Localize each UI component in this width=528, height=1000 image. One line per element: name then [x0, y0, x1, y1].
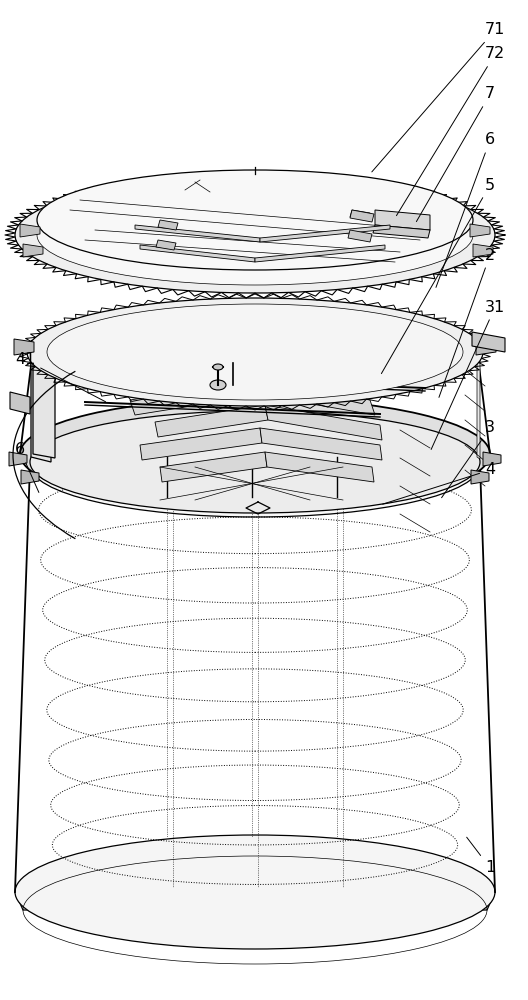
Polygon shape [155, 405, 268, 437]
Polygon shape [476, 339, 496, 355]
Ellipse shape [27, 298, 483, 406]
Ellipse shape [20, 398, 490, 510]
Polygon shape [470, 224, 490, 237]
Polygon shape [483, 452, 501, 466]
Polygon shape [260, 428, 382, 460]
Polygon shape [473, 244, 493, 257]
Polygon shape [9, 452, 27, 466]
Polygon shape [33, 350, 55, 458]
Polygon shape [373, 225, 430, 238]
Text: 2: 2 [439, 247, 495, 397]
Ellipse shape [15, 835, 495, 949]
Polygon shape [477, 350, 480, 459]
Ellipse shape [33, 300, 477, 400]
Polygon shape [21, 470, 39, 484]
Text: 6: 6 [436, 132, 495, 287]
Text: 7: 7 [417, 87, 495, 222]
Polygon shape [23, 244, 43, 257]
Polygon shape [20, 224, 40, 237]
Text: 71: 71 [372, 22, 505, 172]
Polygon shape [260, 225, 390, 242]
Ellipse shape [37, 185, 473, 285]
Polygon shape [255, 245, 385, 262]
Polygon shape [471, 470, 489, 484]
Ellipse shape [15, 177, 495, 293]
Polygon shape [158, 220, 178, 230]
Polygon shape [472, 332, 505, 352]
Polygon shape [265, 405, 382, 440]
Polygon shape [255, 380, 375, 415]
Polygon shape [15, 892, 495, 910]
Text: 6: 6 [15, 442, 39, 492]
Polygon shape [130, 380, 260, 415]
Text: 5: 5 [381, 178, 495, 374]
Polygon shape [140, 428, 262, 460]
Polygon shape [375, 210, 430, 230]
Text: 3: 3 [441, 420, 495, 498]
Polygon shape [156, 240, 176, 250]
Polygon shape [140, 245, 255, 262]
Text: 41: 41 [15, 353, 106, 402]
Polygon shape [350, 210, 370, 220]
Polygon shape [160, 452, 267, 482]
Text: 31: 31 [431, 300, 505, 449]
Text: 4: 4 [383, 462, 495, 504]
Polygon shape [31, 350, 51, 462]
Text: 72: 72 [397, 46, 505, 216]
Ellipse shape [37, 170, 473, 270]
Ellipse shape [47, 304, 463, 400]
Polygon shape [265, 452, 374, 482]
Ellipse shape [30, 413, 480, 517]
Ellipse shape [30, 411, 480, 513]
Polygon shape [348, 230, 372, 242]
Polygon shape [10, 392, 30, 414]
Polygon shape [14, 339, 34, 355]
Text: 1: 1 [467, 837, 495, 876]
Ellipse shape [210, 380, 226, 390]
Polygon shape [135, 225, 260, 242]
Polygon shape [350, 210, 374, 222]
Ellipse shape [213, 364, 223, 370]
